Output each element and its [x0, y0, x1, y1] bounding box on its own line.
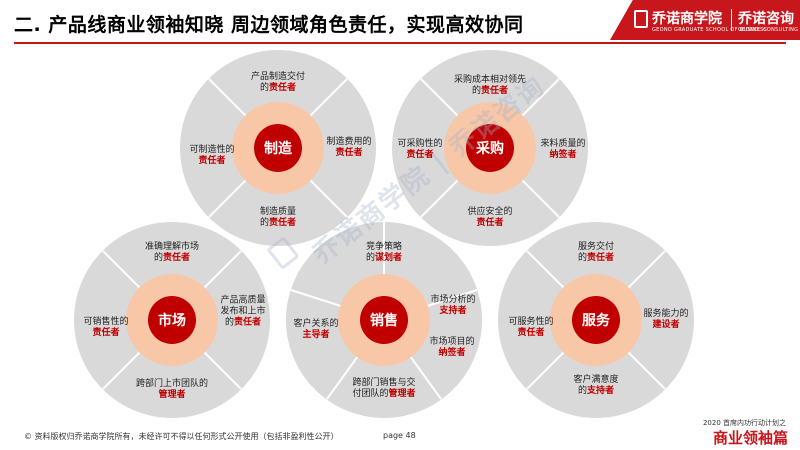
segment-label: 采购成本相对领先 的责任者 [453, 75, 527, 96]
title-underline [14, 42, 786, 44]
brand-sub-school: GEONO GRADUATE SCHOOL OF BUSINESS [652, 27, 768, 33]
brand-name-school: 乔诺商学院 [652, 11, 722, 27]
segment-label: 来料质量的 纳签者 [540, 139, 586, 160]
program-tag: 2020 首席内功行动计划之 [702, 419, 786, 427]
segment-label: 准确理解市场 的责任者 [144, 242, 200, 263]
segment-label: 市场分析的 支持者 [430, 295, 476, 316]
segment-label: 跨部门上市团队的 管理者 [135, 379, 209, 400]
segment-label: 产品高质量 发布和上市 的责任者 [220, 295, 266, 328]
segment-label: 市场项目的 纳签者 [429, 337, 475, 358]
segment-label: 制造费用的 责任者 [326, 137, 372, 158]
center-disc [360, 296, 408, 344]
center-disc [572, 296, 620, 344]
segment-label: 跨部门销售与交 付团队的管理者 [352, 378, 416, 399]
center-label-manufacturing: 制造 [264, 141, 292, 157]
page-number: page 48 [383, 431, 416, 440]
brand-divider [731, 9, 732, 31]
segment-label: 客户关系的 主导者 [293, 319, 339, 340]
circle-market [74, 222, 270, 418]
brand-logo-icon [634, 10, 648, 28]
page-title: 二. 产品线商业领袖知晓 周边领域角色责任，实现高效协同 [14, 14, 524, 36]
circle-sales [286, 222, 482, 418]
segment-label: 可制造性的 责任者 [189, 145, 235, 166]
center-label-sales: 销售 [370, 313, 398, 329]
segment-label: 服务交付 的责任者 [577, 242, 615, 263]
segment-label: 竞争策略 的谋划者 [365, 242, 403, 263]
segment-label: 可服务性的 责任者 [508, 317, 554, 338]
segment-label: 可采购性的 责任者 [397, 139, 443, 160]
center-disc [148, 296, 196, 344]
center-label-service: 服务 [582, 313, 610, 329]
segment-label: 制造质量 的责任者 [259, 207, 297, 228]
segment-label: 服务能力的 建设者 [643, 309, 689, 330]
circle-manufacturing [180, 50, 376, 246]
program-title: 商业领袖篇 [712, 429, 788, 447]
segment-label: 客户满意度 的支持者 [573, 375, 619, 396]
circle-procurement [392, 50, 588, 246]
segment-label: 供应安全的 责任者 [467, 207, 513, 228]
brand-banner: 乔诺商学院 GEONO GRADUATE SCHOOL OF BUSINESS … [610, 0, 800, 40]
center-label-market: 市场 [158, 313, 186, 329]
center-disc [254, 124, 302, 172]
center-label-procurement: 采购 [476, 141, 504, 157]
segment-label: 可销售性的 责任者 [83, 317, 129, 338]
segment-label: 产品制造交付 的责任者 [250, 72, 306, 93]
copyright-notice: © 资料版权归乔诺商学院所有，未经许可不得以任何形式公开使用（包括非盈利性公开） [24, 432, 339, 441]
brand-name-consulting: 乔诺咨询 [738, 11, 794, 27]
circle-service [498, 222, 694, 418]
brand-sub-consulting: GEONOL CONSULTING [738, 27, 799, 33]
center-disc [466, 124, 514, 172]
